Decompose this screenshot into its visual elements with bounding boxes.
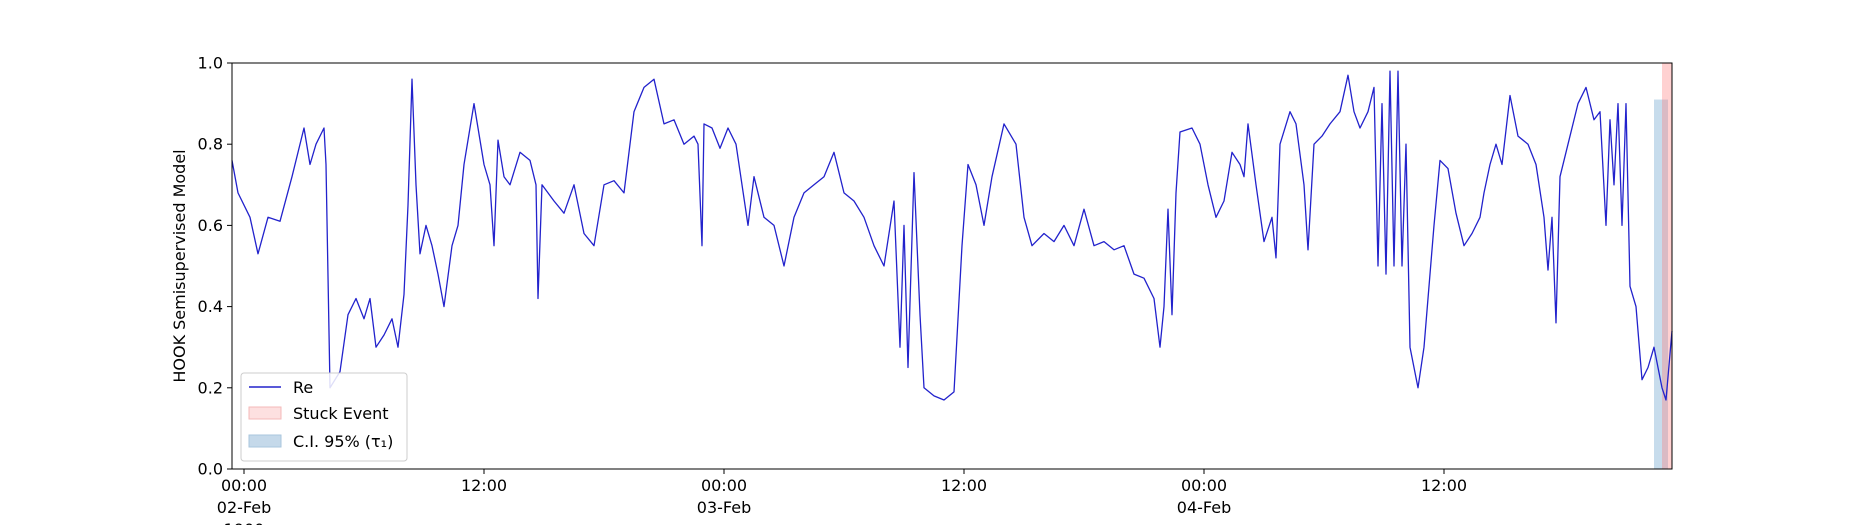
y-tick-label: 0.2 (198, 378, 223, 397)
x-tick-label: 1900 (224, 520, 265, 525)
legend-label-re: Re (293, 378, 313, 397)
x-tick-label: 04-Feb (1177, 498, 1231, 517)
shaded-region-confidence-interval (1654, 99, 1668, 469)
legend-swatch-stuck-event (248, 406, 282, 420)
x-axis-ticks: 00:00 02-Feb 1900 12:00 00:00 03-Feb 12:00 00:0… (217, 469, 1467, 525)
shaded-region-stuck-event (1662, 63, 1672, 469)
legend-box (240, 372, 408, 462)
legend-swatch-confidence-interval (248, 434, 282, 448)
legend-label-confidence-interval: C.I. 95% (τ₁) (293, 432, 393, 451)
x-tick-label: 03-Feb (697, 498, 751, 517)
x-tick-label: 00:00 (221, 476, 267, 495)
y-tick-label: 0.0 (198, 460, 223, 479)
y-tick-label: 0.6 (198, 216, 223, 235)
x-tick-label: 00:00 (1181, 476, 1227, 495)
x-tick-label: 12:00 (1421, 476, 1467, 495)
y-tick-label: 0.4 (198, 297, 223, 316)
y-axis-ticks: 0.0 0.2 0.4 0.6 0.8 1.0 (198, 54, 232, 479)
y-tick-label: 1.0 (198, 54, 223, 73)
shaded-regions (1654, 63, 1672, 469)
series-line-re (231, 70, 1673, 401)
legend: Re Stuck Event C.I. 95% (τ₁) (240, 372, 408, 462)
legend-label-stuck-event: Stuck Event (293, 404, 389, 423)
y-tick-label: 0.8 (198, 135, 223, 154)
x-tick-label: 02-Feb (217, 498, 271, 517)
x-tick-label: 00:00 (701, 476, 747, 495)
x-tick-label: 12:00 (461, 476, 507, 495)
x-tick-label: 12:00 (941, 476, 987, 495)
y-axis-label: HOOK Semisupervised Model (170, 149, 189, 382)
series-layer (231, 70, 1673, 401)
plot-area-frame (231, 62, 1673, 470)
